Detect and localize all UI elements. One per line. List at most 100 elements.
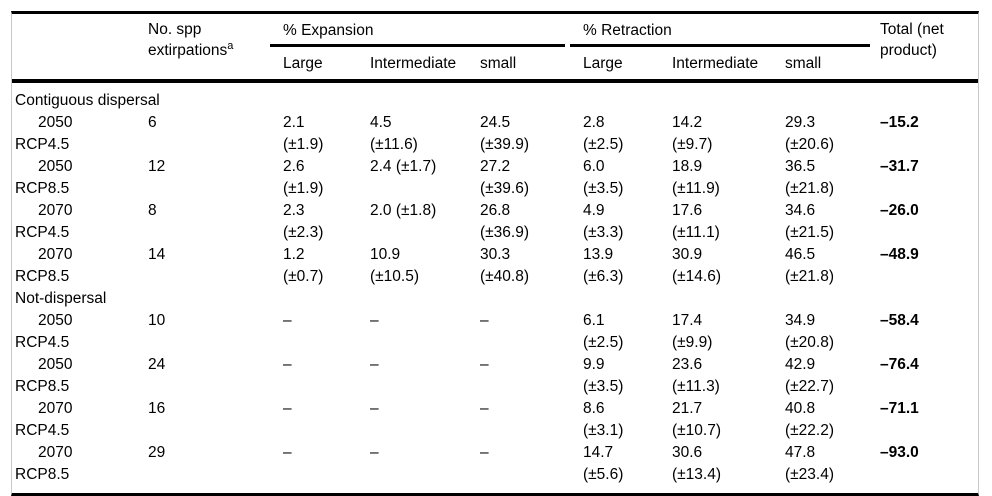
row-scenario: RCP4.5 — [15, 224, 70, 241]
retraction-value-cell: 36.5 (±21.8) — [785, 156, 880, 200]
value-line: 2.0 (±1.8) — [370, 202, 437, 219]
footnote-marker-a: a — [227, 39, 234, 52]
row-label-cell: 2050 RCP4.5 — [12, 310, 148, 354]
uncertainty-line: (±10.5) — [370, 268, 419, 285]
extirpations-count-cell: 6 — [148, 112, 283, 156]
value-line: 36.5 — [785, 158, 816, 175]
expansion-value-cell: 26.8 (±36.9) — [480, 200, 583, 244]
retraction-group-underline — [570, 44, 870, 47]
retraction-value-cell: 34.6 (±21.5) — [785, 200, 880, 244]
header-total-line1: Total (net — [880, 21, 944, 38]
uncertainty-line — [480, 376, 583, 398]
value-line: 14.2 — [672, 114, 703, 131]
row-period: 2050 — [38, 356, 73, 373]
retraction-value-cell: 8.6 (±3.1) — [583, 398, 672, 442]
value-line: 30.6 — [672, 444, 703, 461]
expansion-value-cell: – — [480, 398, 583, 442]
table-row: 2070 RCP4.5 8 2.3 (±2.3) 2.0 (±1.8) 26.8 (±36.9… — [12, 200, 978, 244]
uncertainty-line: (±11.3) — [672, 378, 720, 395]
retraction-value-cell: 21.7 (±10.7) — [672, 398, 785, 442]
expansion-value-cell: 24.5 (±39.9) — [480, 112, 583, 156]
extirpations-count-cell: 24 — [148, 354, 283, 398]
value-line: 30.9 — [672, 246, 703, 263]
blank-line — [880, 266, 978, 288]
total-net-product-cell: –71.1 — [880, 398, 978, 442]
blank-line — [148, 222, 283, 244]
blank-line — [148, 420, 283, 442]
blank-line — [880, 134, 978, 156]
expansion-value-cell: 4.5 (±11.6) — [370, 112, 480, 156]
expansion-value-cell: – — [283, 310, 370, 354]
value-line: – — [283, 312, 292, 329]
expansion-value-cell: – — [370, 354, 480, 398]
value-line: 10.9 — [370, 246, 401, 263]
retraction-value-cell: 17.6 (±11.1) — [672, 200, 785, 244]
expansion-value-cell: 2.4 (±1.7) — [370, 156, 480, 200]
uncertainty-line: (±3.5) — [583, 378, 624, 395]
retraction-value-cell: 40.8 (±22.2) — [785, 398, 880, 442]
uncertainty-line — [283, 420, 370, 442]
blank-line — [880, 178, 978, 200]
total-value: –58.4 — [880, 312, 919, 329]
expansion-value-cell: 2.1 (±1.9) — [283, 112, 370, 156]
retraction-value-cell: 23.6 (±11.3) — [672, 354, 785, 398]
table-row: 2050 RCP8.5 24 – – – 9.9 (±3.5) 23.6 (±11.3) 42.9 (… — [12, 354, 978, 398]
value-line: 18.9 — [672, 158, 703, 175]
retraction-value-cell: 14.7 (±5.6) — [583, 442, 672, 486]
value-line: 30.3 — [480, 246, 511, 263]
header-expansion-small: small — [480, 55, 517, 72]
retraction-value-cell: 34.9 (±20.8) — [785, 310, 880, 354]
expansion-value-cell: – — [370, 442, 480, 486]
expansion-value-cell: 30.3 (±40.8) — [480, 244, 583, 288]
uncertainty-line — [480, 464, 583, 486]
blank-line — [880, 376, 978, 398]
uncertainty-line: (±1.9) — [283, 136, 324, 153]
expansion-value-cell: – — [370, 310, 480, 354]
total-value: –93.0 — [880, 444, 919, 461]
row-label-cell: 2070 RCP4.5 — [12, 398, 148, 442]
value-line: 2.1 — [283, 114, 305, 131]
value-line: 34.6 — [785, 202, 816, 219]
uncertainty-line — [283, 332, 370, 354]
extirpations-count: 16 — [148, 400, 166, 417]
row-period: 2050 — [38, 312, 73, 329]
value-line: 14.7 — [583, 444, 614, 461]
value-line: – — [283, 400, 292, 417]
value-line: – — [370, 312, 379, 329]
row-label-cell: 2070 RCP8.5 — [12, 442, 148, 486]
expansion-group-underline — [270, 44, 565, 47]
uncertainty-line — [283, 376, 370, 398]
uncertainty-line: (±3.3) — [583, 224, 624, 241]
retraction-value-cell: 2.8 (±2.5) — [583, 112, 672, 156]
uncertainty-line: (±1.9) — [283, 180, 324, 197]
header-no-spp-extirpations: No. spp extirpationsa — [148, 14, 283, 76]
row-scenario: RCP8.5 — [15, 378, 70, 395]
row-scenario: RCP4.5 — [15, 422, 70, 439]
uncertainty-line: (±22.7) — [785, 378, 834, 395]
uncertainty-line — [370, 464, 480, 486]
retraction-value-cell: 18.9 (±11.9) — [672, 156, 785, 200]
extirpations-count-cell: 10 — [148, 310, 283, 354]
uncertainty-line: (±2.5) — [583, 334, 624, 351]
header-retraction-intermediate: Intermediate — [672, 55, 759, 72]
uncertainty-line: (±39.9) — [480, 136, 529, 153]
blank-line — [880, 222, 978, 244]
value-line: 17.6 — [672, 202, 703, 219]
value-line: – — [370, 444, 379, 461]
header-bottom-rule — [12, 79, 978, 83]
header-retraction-small: small — [785, 55, 822, 72]
table-row: 2070 RCP4.5 16 – – – 8.6 (±3.1) 21.7 (±10.7) 40.8 (… — [12, 398, 978, 442]
header-retraction-large: Large — [583, 55, 623, 72]
uncertainty-line: (±20.8) — [785, 334, 834, 351]
value-line: 8.6 — [583, 400, 605, 417]
retraction-value-cell: 13.9 (±6.3) — [583, 244, 672, 288]
uncertainty-line — [370, 332, 480, 354]
uncertainty-line: (±9.7) — [672, 136, 713, 153]
uncertainty-line: (±13.4) — [672, 466, 721, 483]
header-rowlabel-column — [12, 14, 148, 76]
blank-line — [880, 420, 978, 442]
uncertainty-line: (±22.2) — [785, 422, 834, 439]
row-scenario: RCP4.5 — [15, 136, 70, 153]
value-line: 23.6 — [672, 356, 703, 373]
extirpations-count-cell: 14 — [148, 244, 283, 288]
